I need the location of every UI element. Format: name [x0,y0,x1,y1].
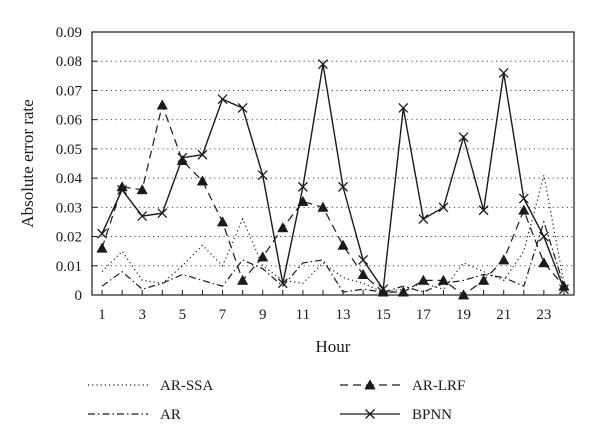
x-tick-label: 3 [138,307,146,323]
data-point-bpnn [558,284,569,295]
y-tick-label: 0 [75,288,83,304]
data-point-ar-lrf [257,251,269,262]
y-tick-label: 0.03 [56,200,82,216]
x-tick-label: 13 [336,307,351,323]
series-bpnn [97,59,569,295]
data-point-bpnn [458,132,469,143]
series-line-ar-lrf [101,103,565,296]
x-tick-label: 15 [376,307,391,323]
data-point-ar-lrf [417,274,429,285]
legend: AR-SSA AR AR-LRF BPNN [88,378,465,423]
legend-label-bpnn: BPNN [412,407,452,423]
y-tick-label: 0.09 [56,25,82,41]
data-point-bpnn [257,170,268,181]
legend-label-ar-ssa: AR-SSA [160,378,214,394]
y-tick-label: 0.08 [56,54,82,70]
legend-item-ar-ssa: AR-SSA [88,378,214,394]
series-line-ar [101,219,565,293]
x-tick-label: 23 [536,307,551,323]
x-tick-label: 11 [296,307,310,323]
data-point-bpnn [97,228,108,239]
data-point-bpnn [317,59,328,70]
data-point-bpnn [237,103,248,113]
x-axis-title: Hour [316,337,351,356]
y-tick-label: 0.04 [56,171,83,187]
data-point-bpnn [398,103,409,113]
data-point-ar-lrf [357,268,369,279]
legend-marker-bpnn [365,409,375,419]
grid-layer [92,60,574,267]
series-ar-lrf [96,99,570,300]
series-line-bpnn [101,63,565,292]
y-tick-label: 0.01 [56,259,82,275]
y-tick-label: 0.02 [56,230,82,246]
x-tick-label: 19 [456,307,471,323]
x-tick-label: 17 [416,307,432,323]
legend-item-ar-lrf: AR-LRF [340,378,465,394]
data-point-bpnn [297,181,308,192]
data-point-bpnn [197,149,208,160]
series-ar [101,219,565,293]
data-point-bpnn [438,202,449,213]
data-point-bpnn [418,214,429,224]
x-tick-label: 21 [496,307,511,323]
data-point-ar-lrf [277,222,289,233]
y-axis: 0 0.01 0.02 0.03 0.04 0.05 0.06 0.07 0.08 0.09 [56,25,97,304]
data-point-ar-lrf [136,184,148,195]
data-point-bpnn [277,278,288,289]
data-point-ar-lrf [457,289,470,300]
data-point-ar-lrf [498,254,510,265]
data-point-bpnn [117,184,128,195]
data-point-ar-lrf [437,274,450,285]
data-point-ar-lrf [337,239,349,250]
series-ar-ssa [101,175,565,293]
y-tick-label: 0.07 [56,83,83,99]
data-point-bpnn [518,193,529,204]
data-point-ar-lrf [237,274,249,285]
y-tick-label: 0.06 [56,113,83,129]
legend-label-ar-lrf: AR-LRF [412,378,465,394]
x-tick-label: 7 [219,307,227,323]
data-point-bpnn [217,94,228,105]
y-axis-title: Absolute error rate [18,99,37,227]
legend-label-ar: AR [160,407,181,423]
series-line-ar-ssa [101,175,565,293]
data-point-bpnn [538,231,549,242]
y-tick-label: 0.05 [56,142,82,158]
data-point-ar-lrf [216,216,229,227]
legend-item-bpnn: BPNN [340,407,452,423]
data-point-bpnn [157,208,168,219]
legend-marker-ar-lrf [364,379,376,390]
series-layer [96,59,570,300]
legend-item-ar: AR [88,407,181,423]
data-point-bpnn [358,254,369,265]
data-point-bpnn [478,205,489,216]
data-point-bpnn [177,152,188,163]
x-tick-label: 5 [179,307,187,323]
x-tick-label: 9 [259,307,267,323]
data-point-ar-lrf [317,201,329,212]
data-point-ar-lrf [156,99,168,110]
data-point-ar-lrf [478,274,490,285]
data-point-ar-lrf [397,286,409,297]
data-point-ar-lrf [96,242,108,253]
data-point-bpnn [378,284,389,295]
data-point-ar-lrf [518,204,530,215]
x-tick-label: 1 [98,307,106,323]
data-point-bpnn [137,211,148,222]
plot-area-frame [91,31,575,296]
data-point-ar-lrf [196,175,209,186]
data-point-ar-lrf [538,257,550,268]
data-point-bpnn [338,181,349,192]
data-point-bpnn [498,67,509,78]
